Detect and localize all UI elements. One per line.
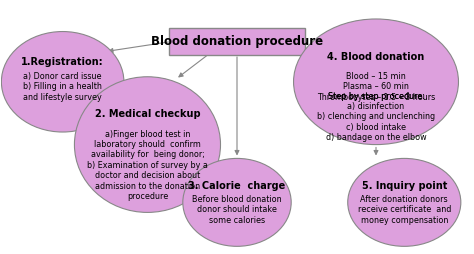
Text: Step by step procedure:: Step by step procedure:	[328, 92, 425, 101]
Text: a) disinfection
b) clenching and unclenching
c) blood intake
d) bandage on the e: a) disinfection b) clenching and unclenc…	[317, 102, 435, 142]
FancyBboxPatch shape	[169, 28, 305, 55]
Text: Blood donation procedure: Blood donation procedure	[151, 35, 323, 48]
Text: Blood – 15 min
Plasma – 60 min
Thrombocytes – 1.5 – 3 hours: Blood – 15 min Plasma – 60 min Thrombocy…	[317, 72, 435, 102]
Text: a)Finger blood test in
laboratory should  confirm
availability for  being donor;: a)Finger blood test in laboratory should…	[87, 130, 208, 201]
Text: 4. Blood donation: 4. Blood donation	[328, 52, 425, 62]
Ellipse shape	[74, 77, 220, 212]
Text: 5. Inquiry point: 5. Inquiry point	[362, 181, 447, 191]
Text: 3. Calorie  charge: 3. Calorie charge	[188, 181, 286, 191]
Text: a) Donor card issue
b) Filling in a health
and lifestyle survey: a) Donor card issue b) Filling in a heal…	[23, 72, 102, 102]
Ellipse shape	[293, 19, 458, 145]
Text: After donation donors
receive certificate  and
money compensation: After donation donors receive certificat…	[357, 195, 451, 225]
Text: Before blood donation
donor should intake
some calories: Before blood donation donor should intak…	[192, 195, 282, 225]
Ellipse shape	[183, 158, 291, 246]
Ellipse shape	[1, 31, 124, 132]
Text: 1.Registration:: 1.Registration:	[21, 57, 104, 67]
Text: 2. Medical checkup: 2. Medical checkup	[95, 109, 201, 119]
Ellipse shape	[348, 158, 461, 246]
Text: Step by step procedure:: Step by step procedure:	[328, 92, 425, 101]
